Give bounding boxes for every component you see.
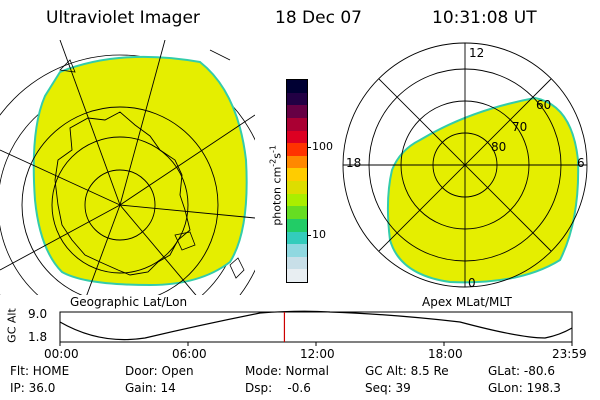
colorbar-segment — [287, 181, 307, 194]
intensity-colorbar — [286, 79, 308, 283]
status-flt: Flt: HOME — [10, 364, 70, 378]
altitude-ytick-bottom: 1.8 — [28, 330, 48, 344]
colorbar-tick-100 — [307, 147, 311, 148]
mlt-label-right: 6 — [577, 156, 585, 170]
altitude-curve — [59, 310, 573, 341]
continent-outline — [54, 111, 191, 276]
colorbar-segment — [287, 80, 307, 93]
colorbar-segment — [287, 117, 307, 131]
date-label: 18 Dec 07 — [275, 8, 362, 28]
instrument-title: Ultraviolet Imager — [46, 8, 200, 28]
colorbar-segment — [287, 218, 307, 232]
colorbar-segment — [287, 168, 307, 181]
altitude-ytick-top: 9.0 — [28, 307, 48, 321]
colorbar-segment — [287, 244, 307, 257]
mlt-label-left: 18 — [346, 156, 362, 170]
status-dsp: Dsp: -0.6 — [245, 381, 311, 395]
colorbar-segment — [287, 193, 307, 207]
colorbar-segment — [287, 206, 307, 219]
colorbar-segment — [287, 256, 307, 270]
status-glat: GLat: -80.6 — [488, 364, 555, 378]
colorbar-label-10: 10 — [312, 228, 326, 241]
time-tick-4: 23:59 — [552, 347, 587, 361]
status-gain: Gain: 14 — [125, 381, 176, 395]
colorbar-tick-10 — [307, 235, 311, 236]
status-ip: IP: 36.0 — [10, 381, 56, 395]
colorbar-label-100: 100 — [312, 140, 333, 153]
status-gcalt: GC Alt: 8.5 Re — [365, 364, 449, 378]
colorbar-segment — [287, 155, 307, 169]
time-tick-2: 12:00 — [300, 347, 335, 361]
aurora-fill-geo — [32, 55, 248, 287]
time-label: 10:31:08 UT — [432, 8, 537, 28]
time-tick-3: 18:00 — [428, 347, 463, 361]
status-mode: Mode: Normal — [245, 364, 329, 378]
mlt-label-top: 12 — [469, 46, 485, 60]
colorbar-segment — [287, 105, 307, 118]
colorbar-unit-label: photon cm-2s-1 — [268, 145, 284, 226]
status-door: Door: Open — [125, 364, 194, 378]
time-tick-1: 06:00 — [172, 347, 207, 361]
colorbar-segment — [287, 269, 307, 282]
altitude-axis-label: GC Alt — [5, 308, 19, 343]
time-tick-0: 00:00 — [44, 347, 79, 361]
colorbar-segment — [287, 231, 307, 245]
mlat-label-60: 60 — [536, 98, 552, 112]
colorbar-segment — [287, 130, 307, 144]
mlt-label-bottom: 0 — [468, 276, 476, 290]
status-seq: Seq: 39 — [365, 381, 411, 395]
aurora-fill-mag — [386, 96, 580, 284]
apex-panel-label: Apex MLat/MLT — [422, 295, 512, 309]
mlat-label-80: 80 — [491, 140, 507, 154]
altitude-plot-frame — [59, 311, 573, 343]
colorbar-segment — [287, 143, 307, 156]
mlat-label-70: 70 — [512, 120, 528, 134]
status-glon: GLon: 198.3 — [488, 381, 561, 395]
colorbar-segment — [287, 92, 307, 106]
geographic-panel-label: Geographic Lat/Lon — [70, 295, 188, 309]
